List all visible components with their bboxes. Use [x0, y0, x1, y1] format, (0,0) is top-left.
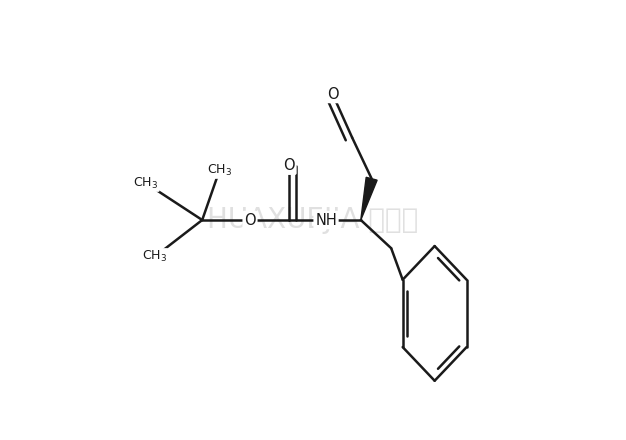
Text: CH$_3$: CH$_3$: [207, 162, 232, 178]
Text: O: O: [244, 213, 256, 227]
Text: CH$_3$: CH$_3$: [142, 249, 167, 264]
Text: HUAXUEJIA 化学加: HUAXUEJIA 化学加: [207, 206, 419, 234]
Text: O: O: [327, 87, 339, 102]
Text: O: O: [284, 158, 295, 173]
Text: CH$_3$: CH$_3$: [133, 176, 158, 191]
Polygon shape: [361, 177, 377, 220]
Text: NH: NH: [315, 213, 337, 227]
